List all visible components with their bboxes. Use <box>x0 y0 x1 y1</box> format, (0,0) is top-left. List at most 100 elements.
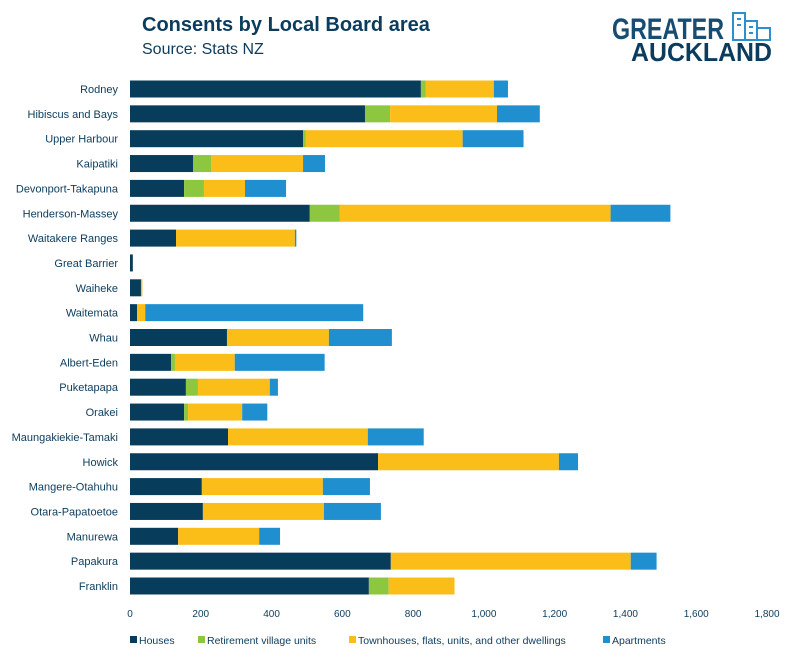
logo-text-auckland: AUCKLAND <box>631 37 772 67</box>
bar-apartments-albert-eden <box>234 353 325 371</box>
bar-retirement-village-units-kaipatiki <box>192 155 212 173</box>
category-label-hibiscus-and-bays: Hibiscus and Bays <box>28 109 119 121</box>
bar-apartments-whau <box>328 329 392 346</box>
bar-retirement-village-units-puketapapa <box>185 378 198 396</box>
bar-townhouses-flats-units-and-other-dwellings-waiheke <box>140 279 143 297</box>
bar-apartments-howick <box>558 453 579 471</box>
bar-townhouses-flats-units-and-other-dwellings-puketapapa <box>197 378 270 396</box>
category-labels: Rodney Hibiscus and Bays Upper Harbour Kaip… <box>12 84 119 593</box>
x-tick-label: 0 <box>127 609 133 620</box>
category-label-maungakiekie-tamaki: Maungakiekie-Tamaki <box>12 432 118 444</box>
bar-townhouses-flats-units-and-other-dwellings-whau <box>226 329 329 346</box>
bar-retirement-village-units-franklin <box>368 577 389 595</box>
bar-townhouses-flats-units-and-other-dwellings-waitemata <box>137 304 146 322</box>
x-tick-label: 1,400 <box>613 609 638 620</box>
bar-townhouses-flats-units-and-other-dwellings-otara-papatoetoe <box>202 502 324 520</box>
bar-townhouses-flats-units-and-other-dwellings-maungakiekie-tamaki <box>228 428 368 446</box>
bar-houses-henderson-massey <box>130 204 310 222</box>
bar-townhouses-flats-units-and-other-dwellings-orakei <box>188 403 243 421</box>
bar-houses-mangere-otahuhu <box>130 478 202 496</box>
category-label-henderson-massey: Henderson-Massey <box>23 208 119 220</box>
category-label-albert-eden: Albert-Eden <box>60 357 118 369</box>
bar-houses-devonport-takapuna <box>130 179 185 197</box>
bar-houses-hibiscus-and-bays <box>130 105 365 123</box>
legend-label-townhouses-flats-units-and-other-dwellings: Townhouses, flats, units, and other dwel… <box>358 635 566 647</box>
bar-houses-puketapapa <box>130 378 186 396</box>
bars-layer <box>130 80 671 595</box>
bar-townhouses-flats-units-and-other-dwellings-manurewa <box>178 527 260 545</box>
bar-townhouses-flats-units-and-other-dwellings-devonport-takapuna <box>203 179 246 197</box>
logo-text-greater: GREATER <box>612 13 724 46</box>
legend-swatch-houses <box>130 636 137 643</box>
bar-apartments-puketapapa <box>269 378 278 396</box>
bar-houses-orakei <box>130 403 185 421</box>
legend-label-houses: Houses <box>139 635 175 647</box>
category-label-rodney: Rodney <box>80 84 118 96</box>
bar-houses-manurewa <box>130 527 179 545</box>
bar-retirement-village-units-albert-eden <box>171 353 175 371</box>
x-tick-label: 1,000 <box>471 609 496 620</box>
category-label-mangere-otahuhu: Mangere-Otahuhu <box>29 482 118 494</box>
category-label-orakei: Orakei <box>86 407 118 419</box>
bar-houses-whau <box>130 329 227 346</box>
bar-houses-albert-eden <box>130 353 172 371</box>
city-buildings-icon <box>732 12 771 41</box>
bar-retirement-village-units-henderson-massey <box>309 204 340 222</box>
legend-swatch-townhouses-flats-units-and-other-dwellings <box>349 636 356 643</box>
bar-townhouses-flats-units-and-other-dwellings-upper-harbour <box>305 130 463 148</box>
chart-title: Consents by Local Board area <box>142 14 431 36</box>
bar-apartments-rodney <box>493 80 508 98</box>
bar-apartments-henderson-massey <box>610 204 671 222</box>
category-label-waiheke: Waiheke <box>76 283 118 295</box>
x-tick-label: 800 <box>405 609 422 620</box>
bar-townhouses-flats-units-and-other-dwellings-hibiscus-and-bays <box>390 105 497 123</box>
bar-townhouses-flats-units-and-other-dwellings-henderson-massey <box>339 204 611 222</box>
x-tick-label: 200 <box>192 609 209 620</box>
category-label-devonport-takapuna: Devonport-Takapuna <box>16 183 119 195</box>
category-label-upper-harbour: Upper Harbour <box>45 134 118 146</box>
bar-houses-waitakere-ranges <box>130 229 177 247</box>
legend-swatch-retirement-village-units <box>198 636 205 643</box>
x-tick-label: 1,200 <box>542 609 567 620</box>
category-label-howick: Howick <box>83 457 119 469</box>
bar-apartments-kaipatiki <box>303 155 325 173</box>
bar-retirement-village-units-hibiscus-and-bays <box>364 105 391 123</box>
bar-apartments-manurewa <box>259 527 281 545</box>
bar-houses-maungakiekie-tamaki <box>130 428 229 446</box>
legend-label-retirement-village-units: Retirement village units <box>207 635 316 647</box>
legend-swatch-apartments <box>603 636 610 643</box>
bar-houses-great-barrier <box>130 254 133 272</box>
bar-apartments-devonport-takapuna <box>245 179 287 197</box>
bar-apartments-waitemata <box>145 304 364 322</box>
category-label-whau: Whau <box>89 333 118 345</box>
bar-townhouses-flats-units-and-other-dwellings-franklin <box>388 577 455 595</box>
bar-apartments-orakei <box>242 403 268 421</box>
category-label-puketapapa: Puketapapa <box>59 382 119 394</box>
legend-label-apartments: Apartments <box>612 635 666 647</box>
bar-apartments-maungakiekie-tamaki <box>367 428 424 446</box>
bar-townhouses-flats-units-and-other-dwellings-howick <box>378 453 559 471</box>
bar-apartments-waitakere-ranges <box>294 229 297 247</box>
x-tick-label: 400 <box>263 609 280 620</box>
x-tick-label: 1,800 <box>754 609 779 620</box>
bar-townhouses-flats-units-and-other-dwellings-waitakere-ranges <box>176 229 295 247</box>
category-label-franklin: Franklin <box>79 581 118 593</box>
x-axis: 0 200 400 600 800 1,000 1,200 1,400 1,600 1,800 <box>127 609 780 620</box>
category-label-waitakere-ranges: Waitakere Ranges <box>28 233 119 245</box>
category-label-great-barrier: Great Barrier <box>54 258 118 270</box>
category-label-kaipatiki: Kaipatiki <box>76 159 118 171</box>
legend: Houses Retirement village units Townhouses… <box>130 635 666 647</box>
bar-retirement-village-units-devonport-takapuna <box>184 179 204 197</box>
category-label-manurewa: Manurewa <box>67 531 119 543</box>
logo: GREATER AUCKLAND <box>612 12 772 67</box>
bar-houses-rodney <box>130 80 421 98</box>
bar-retirement-village-units-rodney <box>420 80 426 98</box>
bar-houses-franklin <box>130 577 369 595</box>
bar-apartments-papakura <box>630 552 657 570</box>
bar-houses-papakura <box>130 552 391 570</box>
bar-townhouses-flats-units-and-other-dwellings-kaipatiki <box>211 155 304 173</box>
bar-houses-kaipatiki <box>130 155 193 173</box>
x-tick-label: 600 <box>334 609 351 620</box>
bar-retirement-village-units-upper-harbour <box>303 130 306 148</box>
